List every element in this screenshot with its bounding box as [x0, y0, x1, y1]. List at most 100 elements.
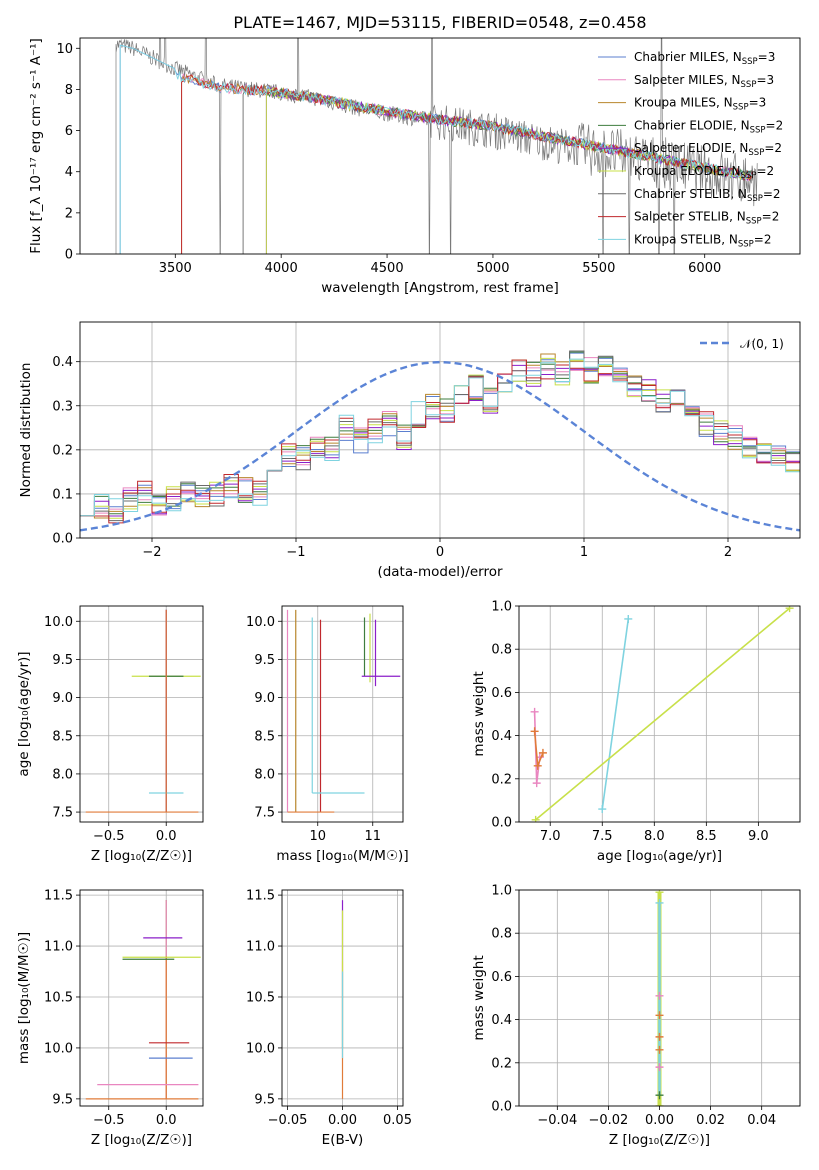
y-tick-label: 0.0 — [491, 1100, 512, 1115]
x-tick-label: 8.0 — [644, 829, 665, 844]
spectrum-legend: Chabrier MILES, NSSP=3 Salpeter MILES, NS… — [598, 50, 783, 249]
age-vs-mass-panel: 10 11 7.5 8.0 8.5 9.0 9.5 10.0 mass [log₁₀(M/M☉)… — [246, 605, 409, 864]
legend-entry: Chabrier MILES, NSSP=3 — [634, 50, 775, 67]
axes-frame — [79, 321, 801, 539]
x-axis-label: (data-model)/error — [377, 564, 503, 580]
weight-Z-marker — [655, 1063, 664, 1072]
x-tick-label: 5500 — [582, 261, 615, 276]
x-tick-label: 2 — [724, 545, 732, 560]
y-tick-label: 10.5 — [44, 990, 73, 1005]
x-tick-label: 0.05 — [383, 1113, 412, 1128]
residual-histogram-panel: −2 −1 0 1 2 0.0 0.1 0.2 0.3 0.4 (data-model)/error… — [18, 321, 801, 580]
mass-vs-Z-panel: −0.5 0.0 9.5 10.0 10.5 11.0 11.5 Z [log₁₀(Z/Z☉)… — [16, 889, 204, 1148]
x-tick-label: −0.04 — [537, 1113, 577, 1128]
x-tick-label: 0.00 — [645, 1113, 674, 1128]
x-tick-label: −0.5 — [93, 1113, 125, 1128]
y-axis-label: Flux [f_λ 10⁻¹⁷ erg cm⁻² s⁻¹ A⁻¹] — [28, 38, 44, 254]
y-tick-label: 11.5 — [246, 889, 275, 904]
y-tick-label: 0 — [65, 248, 73, 263]
plot-area — [85, 609, 201, 813]
y-tick-label: 8 — [65, 83, 73, 98]
axes-frame — [281, 605, 404, 823]
x-tick-label: −0.05 — [268, 1113, 308, 1128]
y-tick-label: 11.0 — [44, 940, 73, 955]
y-tick-label: 0.0 — [491, 816, 512, 831]
model-spectrum-9 — [119, 44, 753, 254]
plot-area — [85, 900, 201, 1100]
x-tick-label: 8.5 — [696, 829, 717, 844]
y-tick-label: 7.5 — [254, 806, 275, 821]
x-tick-label: 11 — [364, 829, 381, 844]
y-tick-label: 10.0 — [246, 1041, 275, 1056]
axes-frame — [79, 889, 204, 1107]
axes-frame — [79, 605, 204, 823]
weight-age-marker — [531, 815, 540, 822]
y-tick-label: 0.8 — [491, 643, 512, 658]
y-tick-label: 1.0 — [491, 884, 512, 899]
plot-area — [530, 606, 794, 822]
y-tick-label: 11.0 — [246, 940, 275, 955]
weight-age-series-3 — [601, 618, 630, 810]
x-tick-label: 0.04 — [747, 1113, 776, 1128]
normal-legend-label: 𝒩(0, 1) — [740, 337, 784, 351]
x-tick-label: 3500 — [159, 261, 192, 276]
y-axis-label: mass weight — [471, 671, 487, 756]
y-tick-label: 8.5 — [254, 729, 275, 744]
x-tick-label: 0.00 — [328, 1113, 357, 1128]
axes-frame — [79, 37, 801, 255]
weight-age-marker — [785, 606, 794, 613]
y-tick-label: 9.5 — [52, 653, 73, 668]
spectrum-panel: 3500 4000 4500 5000 5500 6000 0 2 4 6 8 10 wavelengt… — [28, 37, 801, 296]
x-axis-label: mass [log₁₀(M/M☉)] — [276, 848, 408, 864]
plot-area — [80, 350, 800, 532]
x-axis-label: E(B-V) — [322, 1132, 364, 1148]
x-axis-label: Z [log₁₀(Z/Z☉)] — [609, 1132, 710, 1148]
weight-age-marker — [538, 748, 547, 757]
model-spectrum-8 — [181, 74, 754, 254]
y-tick-label: 0.4 — [491, 1013, 512, 1028]
legend-entry: Kroupa STELIB, NSSP=2 — [634, 232, 772, 249]
axes-frame — [281, 889, 404, 1107]
y-tick-label: 0.6 — [491, 686, 512, 701]
weight-Z-marker — [655, 898, 664, 907]
weight-age-marker — [530, 707, 539, 716]
y-tick-label: 8.0 — [254, 767, 275, 782]
x-tick-label: 0.0 — [156, 1113, 177, 1128]
x-tick-label: 4500 — [371, 261, 404, 276]
axes-frame — [518, 889, 801, 1107]
y-axis-label: mass weight — [471, 955, 487, 1040]
y-tick-label: 8.0 — [52, 767, 73, 782]
y-tick-label: 0.1 — [52, 487, 73, 502]
x-tick-label: −0.5 — [93, 829, 125, 844]
x-tick-label: 6000 — [688, 261, 721, 276]
x-tick-label: 9.0 — [748, 829, 769, 844]
figure-title: PLATE=1467, MJD=53115, FIBERID=0548, z=0… — [233, 13, 646, 32]
legend-entry: Chabrier ELODIE, NSSP=2 — [634, 118, 783, 135]
y-tick-label: 10.0 — [44, 615, 73, 630]
normal-curve — [80, 360, 800, 532]
y-axis-label: mass [log₁₀(M/M☉)] — [16, 932, 32, 1064]
legend-entry: Kroupa MILES, NSSP=3 — [634, 96, 766, 113]
y-tick-label: 9.0 — [52, 691, 73, 706]
y-tick-label: 11.5 — [44, 889, 73, 904]
legend-entry: Salpeter MILES, NSSP=3 — [634, 73, 774, 90]
y-tick-label: 9.5 — [52, 1092, 73, 1107]
x-tick-label: 1 — [580, 545, 588, 560]
x-tick-label: 10 — [309, 829, 326, 844]
legend-entry: Salpeter ELODIE, NSSP=2 — [634, 141, 782, 158]
weight-Z-marker — [655, 890, 664, 897]
weight-age-marker — [532, 779, 541, 788]
weight-age-series-4 — [535, 607, 791, 821]
weight-Z-marker — [655, 1091, 664, 1100]
x-tick-label: −0.02 — [588, 1113, 628, 1128]
x-tick-label: 5000 — [476, 261, 509, 276]
weight-Z-marker — [655, 1032, 664, 1041]
axes-frame — [518, 605, 801, 823]
x-tick-label: −1 — [286, 545, 305, 560]
plot-area — [115, 38, 758, 254]
y-tick-label: 9.0 — [254, 691, 275, 706]
weight-age-marker — [530, 727, 539, 736]
y-tick-label: 6 — [65, 124, 73, 139]
x-tick-label: 0 — [436, 545, 444, 560]
